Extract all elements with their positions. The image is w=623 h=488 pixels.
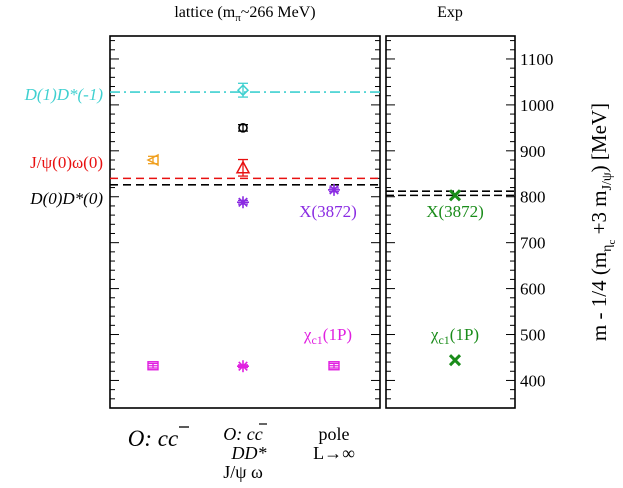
x-category-label: pole xyxy=(319,424,350,444)
star-marker-arm xyxy=(238,197,248,208)
data-point xyxy=(328,183,340,196)
annotation-label: X(3872) xyxy=(426,202,484,221)
star-marker-arm xyxy=(238,361,248,372)
triangle-marker xyxy=(146,153,159,167)
y-tick-label: 1000 xyxy=(520,96,554,115)
annotation-label: χc1(1P) xyxy=(430,325,479,347)
threshold-label: D(1)D*(-1) xyxy=(24,85,104,104)
panel-frames xyxy=(109,35,516,409)
y-axis-label-text: m - 1/4 (mηc +3 mJ/ψ) [MeV] xyxy=(587,103,618,341)
data-point xyxy=(238,123,248,133)
exp-frame xyxy=(385,35,516,409)
circle-marker xyxy=(238,123,248,133)
data-point xyxy=(146,153,159,167)
diamond-marker xyxy=(236,84,250,97)
y-tick-label: 600 xyxy=(520,280,546,299)
exp-title-text: Exp xyxy=(437,4,463,21)
y-tick-label: 500 xyxy=(520,326,546,345)
threshold-labels: D(1)D*(-1) J/ψ(0)ω(0) D(0)D*(0) xyxy=(24,85,104,208)
y-tick-label: 400 xyxy=(520,371,546,390)
annotations: X(3872) χc1(1P) X(3872) χc1(1P) xyxy=(299,202,484,347)
threshold-label: D(0)D*(0) xyxy=(29,189,103,208)
y-tick-label: 700 xyxy=(520,234,546,253)
x-category-label: L→∞ xyxy=(313,443,355,463)
annotation-label: X(3872) xyxy=(299,202,357,221)
x-category-label: J/ψ ω xyxy=(223,462,263,482)
data-point xyxy=(237,196,249,209)
lattice-frame xyxy=(109,35,381,409)
y-tick-label: 1100 xyxy=(520,50,553,69)
data-point xyxy=(328,361,340,371)
data-points xyxy=(146,82,462,373)
star-marker-arm xyxy=(329,185,339,195)
right-y-axis: 400 500 600 700 800 900 1000 1100 xyxy=(520,50,554,390)
lattice-panel-title: lattice (mπ~266 MeV) xyxy=(174,4,315,24)
threshold-label: J/ψ(0)ω(0) xyxy=(30,153,103,172)
x-marker-arm xyxy=(448,189,462,202)
data-point xyxy=(236,82,250,98)
data-point xyxy=(235,158,251,177)
lattice-title-text: lattice (mπ~266 MeV) xyxy=(174,4,315,24)
data-point xyxy=(147,361,159,371)
y-axis-label: m - 1/4 (mηc +3 mJ/ψ) [MeV] xyxy=(587,103,618,341)
y-tick-label: 800 xyxy=(520,188,546,207)
x-marker-arm xyxy=(448,354,462,367)
exp-panel-title: Exp xyxy=(437,4,463,21)
x-category-label: DD* xyxy=(231,443,267,463)
threshold-lines xyxy=(110,91,515,197)
annotation-label: χc1(1P) xyxy=(303,325,352,347)
data-point xyxy=(448,189,462,202)
triangle-marker xyxy=(235,160,251,174)
x-category-label: O: cc xyxy=(223,424,262,444)
data-point xyxy=(237,360,249,373)
y-tick-label: 900 xyxy=(520,142,546,161)
data-point xyxy=(448,354,462,367)
x-category-label: O: cc xyxy=(128,426,178,451)
